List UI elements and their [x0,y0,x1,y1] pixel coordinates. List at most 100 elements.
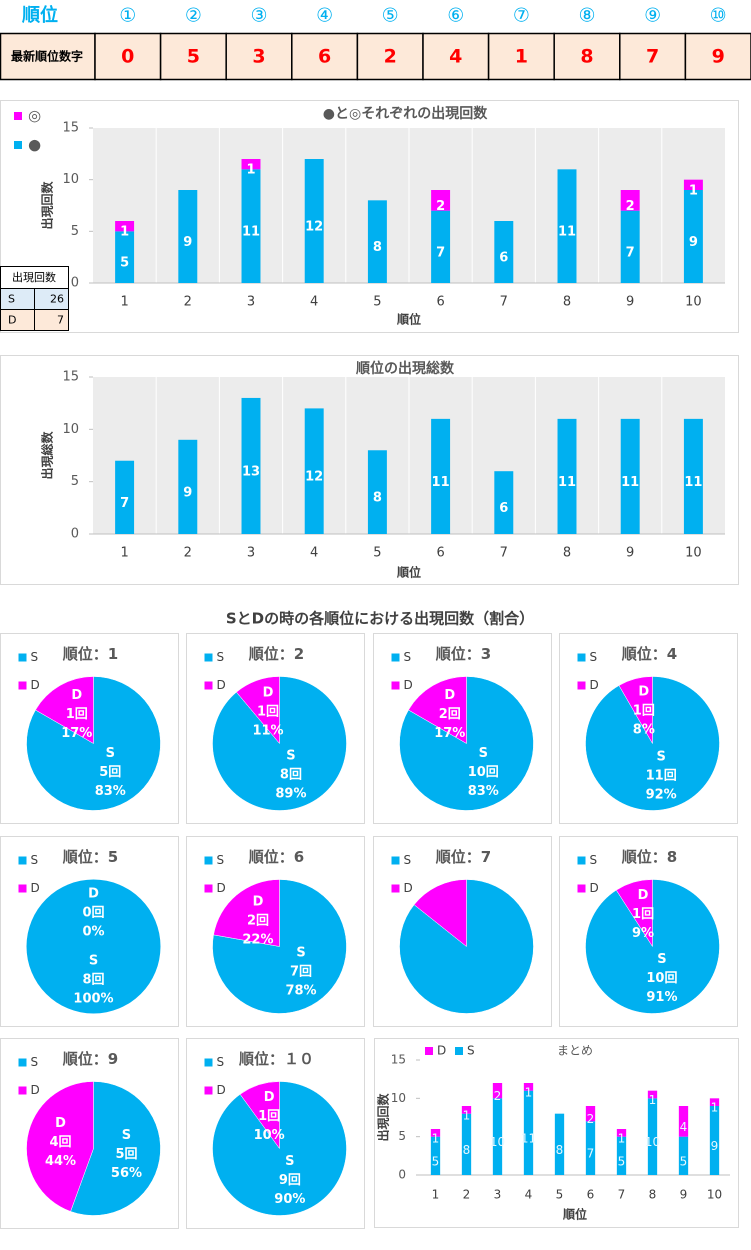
digit-cell [291,32,359,81]
rank-header: ② [185,5,202,27]
legend-label: S [31,853,39,867]
legend-swatch [18,1058,27,1067]
bar-value-label: 7 [587,1147,595,1161]
count-table-key: S [8,293,15,306]
x-axis-label: 順位 [396,565,421,580]
legend-label: S [404,853,412,867]
pie-data-label: S [106,746,115,761]
chart-title: 順位：9 [62,1050,118,1068]
y-tick-label: 10 [391,1091,406,1105]
legend-label: S [31,650,39,664]
legend-label: D [217,678,226,692]
pie-data-label: 8% [633,723,655,738]
x-tick-label: 10 [685,295,702,310]
x-tick-label: 1 [432,1188,440,1202]
pie-data-label: 17% [61,726,92,741]
digit-cell [684,32,751,81]
pie-data-label: 83% [468,784,499,799]
bar [304,408,324,534]
chart-title: 順位：6 [248,848,304,866]
y-axis-label: 出現回数 [40,181,55,230]
digit: 0 [121,46,134,68]
bar-value-label: 2 [626,199,635,214]
digit-label: 最新順位数字 [11,49,83,64]
bar [620,210,640,283]
bar [241,169,261,283]
pie-data-label: 5回 [115,1147,137,1162]
bar [367,450,387,534]
x-tick-label: 10 [685,546,702,561]
x-tick-label: 6 [587,1188,595,1202]
bar-value-label: 1 [711,1101,719,1115]
pie-slice [213,879,280,947]
pie-data-label: 1回 [257,705,279,720]
legend-swatch [18,681,27,690]
bar [304,159,324,283]
chart-title: 順位：2 [248,645,304,663]
legend-swatch [391,681,400,690]
digit: 3 [252,46,265,68]
legend-swatch [18,856,27,865]
bar [115,221,135,232]
pie-data-label: D [638,888,649,903]
bar-value-label: 2 [436,199,445,214]
bar [678,1106,689,1137]
section-title: SとDの時の各順位における出現回数（割合） [226,610,534,628]
bar-value-label: 9 [183,235,192,250]
bar [115,231,135,283]
pie-data-label: 0% [82,925,104,940]
pie-data-label: S [656,749,665,764]
digit: 2 [384,46,397,68]
bar [709,1106,720,1175]
bar [647,1090,658,1099]
legend-label: S [404,650,412,664]
count-table-value: 26 [50,293,64,306]
rank-header: ⑨ [644,5,661,27]
x-tick-label: 10 [707,1188,722,1202]
y-tick-label: 5 [398,1129,406,1143]
bar-value-label: 5 [120,256,129,271]
bar-value-label: 6 [499,251,508,266]
legend-swatch [204,884,213,893]
legend-swatch [204,653,213,662]
bar [620,190,640,211]
bar-value-label: 9 [183,485,192,500]
x-axis-label: 順位 [396,312,421,327]
pie-data-label: 100% [73,992,113,1007]
legend-label: S [217,853,225,867]
legend-label: D [217,1083,226,1097]
legend-label: D [404,678,413,692]
chart-title: 順位：8 [621,848,677,866]
legend-swatch [204,681,213,690]
legend-label: D [404,881,413,895]
rank-header: ⑤ [382,5,399,27]
plot-area [420,1060,730,1175]
bar-value-label: 1 [689,183,698,198]
bar-value-label: 8 [556,1143,564,1157]
bar-value-label: 7 [626,245,635,260]
x-tick-label: 2 [184,295,192,310]
bar [616,1136,627,1175]
y-tick-label: 0 [71,527,79,542]
bar-value-label: 12 [305,470,323,485]
pie-data-label: 4回 [49,1135,71,1150]
pie-data-label: 5回 [99,765,121,780]
count-table-cell [0,309,35,331]
x-tick-label: 5 [373,546,381,561]
pie-data-label: D [264,1090,275,1105]
x-tick-label: 2 [184,546,192,561]
bar [494,471,514,534]
x-tick-label: 2 [463,1188,471,1202]
pie-data-label: 10回 [646,971,677,986]
bar-value-label: 5 [680,1154,688,1168]
bar-value-label: 11 [558,475,576,490]
bar [492,1098,503,1175]
pie-data-label: S [285,1154,294,1169]
x-tick-label: 8 [649,1188,657,1202]
bar-value-label: 8 [373,491,382,506]
digit: 5 [187,46,200,68]
bar [461,1106,472,1114]
pie-data-label: 44% [45,1154,76,1169]
bar [647,1098,658,1175]
